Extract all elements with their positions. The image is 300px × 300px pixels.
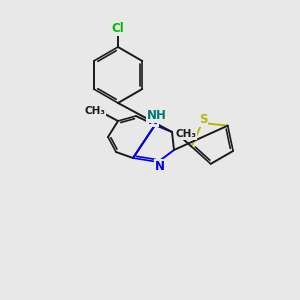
Text: Cl: Cl xyxy=(112,22,124,35)
Text: S: S xyxy=(199,113,207,126)
Text: N: N xyxy=(155,160,165,172)
Text: NH: NH xyxy=(147,109,167,122)
Text: CH₃: CH₃ xyxy=(85,106,106,116)
Text: N: N xyxy=(148,113,158,127)
Text: CH₃: CH₃ xyxy=(175,129,196,139)
